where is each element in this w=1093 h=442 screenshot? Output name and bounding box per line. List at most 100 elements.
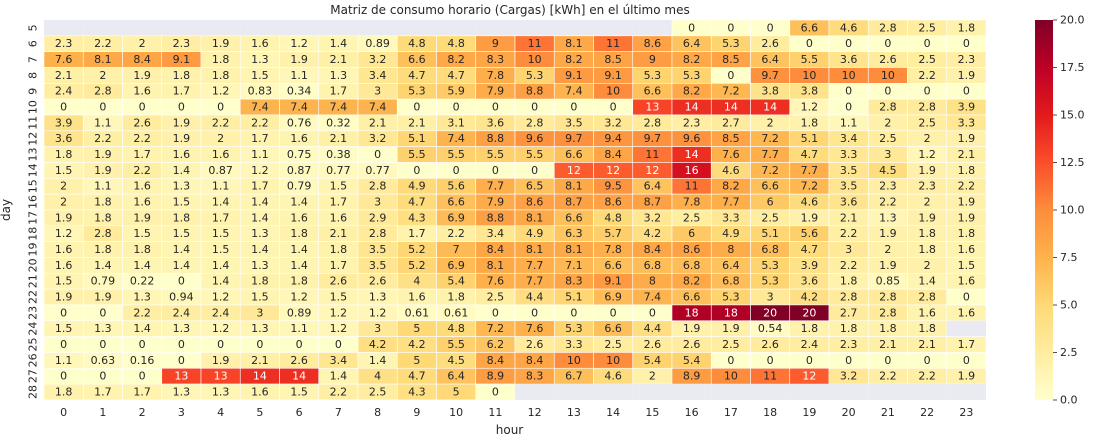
cell-value-label: 1.1 [55,354,73,367]
cell-value-label: 3.9 [801,259,819,272]
cell-value-label: 1.6 [251,386,269,399]
cell-value-label: 0.77 [365,164,390,177]
cell-value-label: 0 [845,37,852,50]
cell-value-label: 4.8 [447,37,465,50]
cell-value-label: 2.1 [330,132,348,145]
cell-value-label: 7.8 [604,243,622,256]
cell-value-label: 0 [492,306,499,319]
cell-value-label: 1.2 [290,37,308,50]
cell-value-label: 1.6 [133,180,151,193]
cell-value-label: 8.4 [487,243,505,256]
colorbar [1035,20,1053,400]
cell-value-label: 1.4 [918,275,936,288]
y-tick-label: 6 [27,40,40,47]
cell-value-label: 1.8 [801,116,819,129]
cell-value-label: 0.22 [130,275,155,288]
heatmap-cell [122,20,162,36]
cell-value-label: 0 [806,37,813,50]
cell-value-label: 6.4 [683,37,701,50]
cell-value-label: 1.5 [251,291,269,304]
cell-value-label: 1.8 [918,243,936,256]
cell-value-label: 10 [842,69,856,82]
cell-value-label: 3 [845,243,852,256]
cell-value-label: 3 [767,291,774,304]
cell-value-label: 2.2 [840,227,858,240]
cell-value-label: 2.5 [487,291,505,304]
heatmap-cell [593,384,633,400]
y-tick-label: 12 [27,132,40,146]
cell-value-label: 2.2 [133,164,151,177]
cell-value-label: 20 [763,306,777,319]
cell-value-label: 1.8 [212,69,230,82]
cell-value-label: 1.4 [290,196,308,209]
cell-value-label: 0.63 [91,354,116,367]
cell-value-label: 3.6 [801,275,819,288]
cell-value-label: 2.2 [94,132,112,145]
cell-value-label: 1.8 [173,211,191,224]
x-tick-label: 14 [606,406,620,419]
cell-value-label: 3.6 [840,53,858,66]
cell-value-label: 1.5 [330,291,348,304]
cell-value-label: 3.2 [369,53,387,66]
cell-value-label: 5.6 [447,180,465,193]
cell-value-label: 1.8 [251,275,269,288]
cell-value-label: 2.8 [644,116,662,129]
cell-value-label: 4.2 [801,291,819,304]
cell-value-label: 1.4 [133,322,151,335]
x-tick-label: 13 [567,406,581,419]
x-tick-label: 5 [256,406,263,419]
cell-value-label: 9.6 [683,132,701,145]
x-tick-label: 6 [296,406,303,419]
cell-value-label: 1.9 [290,53,308,66]
cell-value-label: 4.5 [447,354,465,367]
cell-value-label: 5.4 [644,354,662,367]
cell-value-label: 8.6 [644,37,662,50]
cell-value-label: 2.9 [369,211,387,224]
cell-value-label: 2 [649,370,656,383]
cell-value-label: 5 [413,322,420,335]
cell-value-label: 2.3 [840,338,858,351]
cell-value-label: 1.9 [173,116,191,129]
x-tick-label: 11 [488,406,502,419]
cell-value-label: 1.6 [133,85,151,98]
cell-value-label: 10 [881,69,895,82]
colorbar-tick-label: 7.5 [1060,251,1078,264]
cell-value-label: 2.6 [683,338,701,351]
cell-value-label: 1.6 [55,259,73,272]
cell-value-label: 3.5 [840,180,858,193]
cell-value-label: 3.9 [55,116,73,129]
cell-value-label: 0 [727,354,734,367]
cell-value-label: 1.8 [290,275,308,288]
cell-value-label: 1.8 [840,322,858,335]
y-tick-label: 18 [27,227,40,241]
cell-value-label: 3.2 [369,132,387,145]
colorbar-tick-label: 12.5 [1060,156,1085,169]
cell-value-label: 1.5 [958,259,976,272]
heatmap-cell [44,20,84,36]
cell-value-label: 2.5 [604,338,622,351]
cell-value-label: 0.38 [326,148,351,161]
cell-value-label: 0 [453,164,460,177]
cell-value-label: 2.5 [879,132,897,145]
cell-value-label: 5.6 [801,227,819,240]
cell-value-label: 0 [884,37,891,50]
heatmap-cell [750,384,790,400]
cell-value-label: 3.5 [369,243,387,256]
cell-value-label: 1.5 [55,164,73,177]
cell-value-label: 8.7 [565,196,583,209]
y-tick-label: 24 [27,322,40,336]
cell-value-label: 3.3 [565,338,583,351]
cell-value-label: 1.1 [94,180,112,193]
cell-value-label: 4.7 [447,69,465,82]
cell-value-label: 4.2 [408,338,426,351]
cell-value-label: 6.4 [447,370,465,383]
cell-value-label: 1.6 [55,243,73,256]
cell-value-label: 0 [335,338,342,351]
cell-value-label: 8.2 [722,180,740,193]
heatmap-cell [397,20,437,36]
cell-value-label: 3 [884,148,891,161]
cell-value-label: 2.2 [879,370,897,383]
cell-value-label: 1.6 [958,306,976,319]
cell-value-label: 5 [413,354,420,367]
cell-value-label: 3 [374,322,381,335]
